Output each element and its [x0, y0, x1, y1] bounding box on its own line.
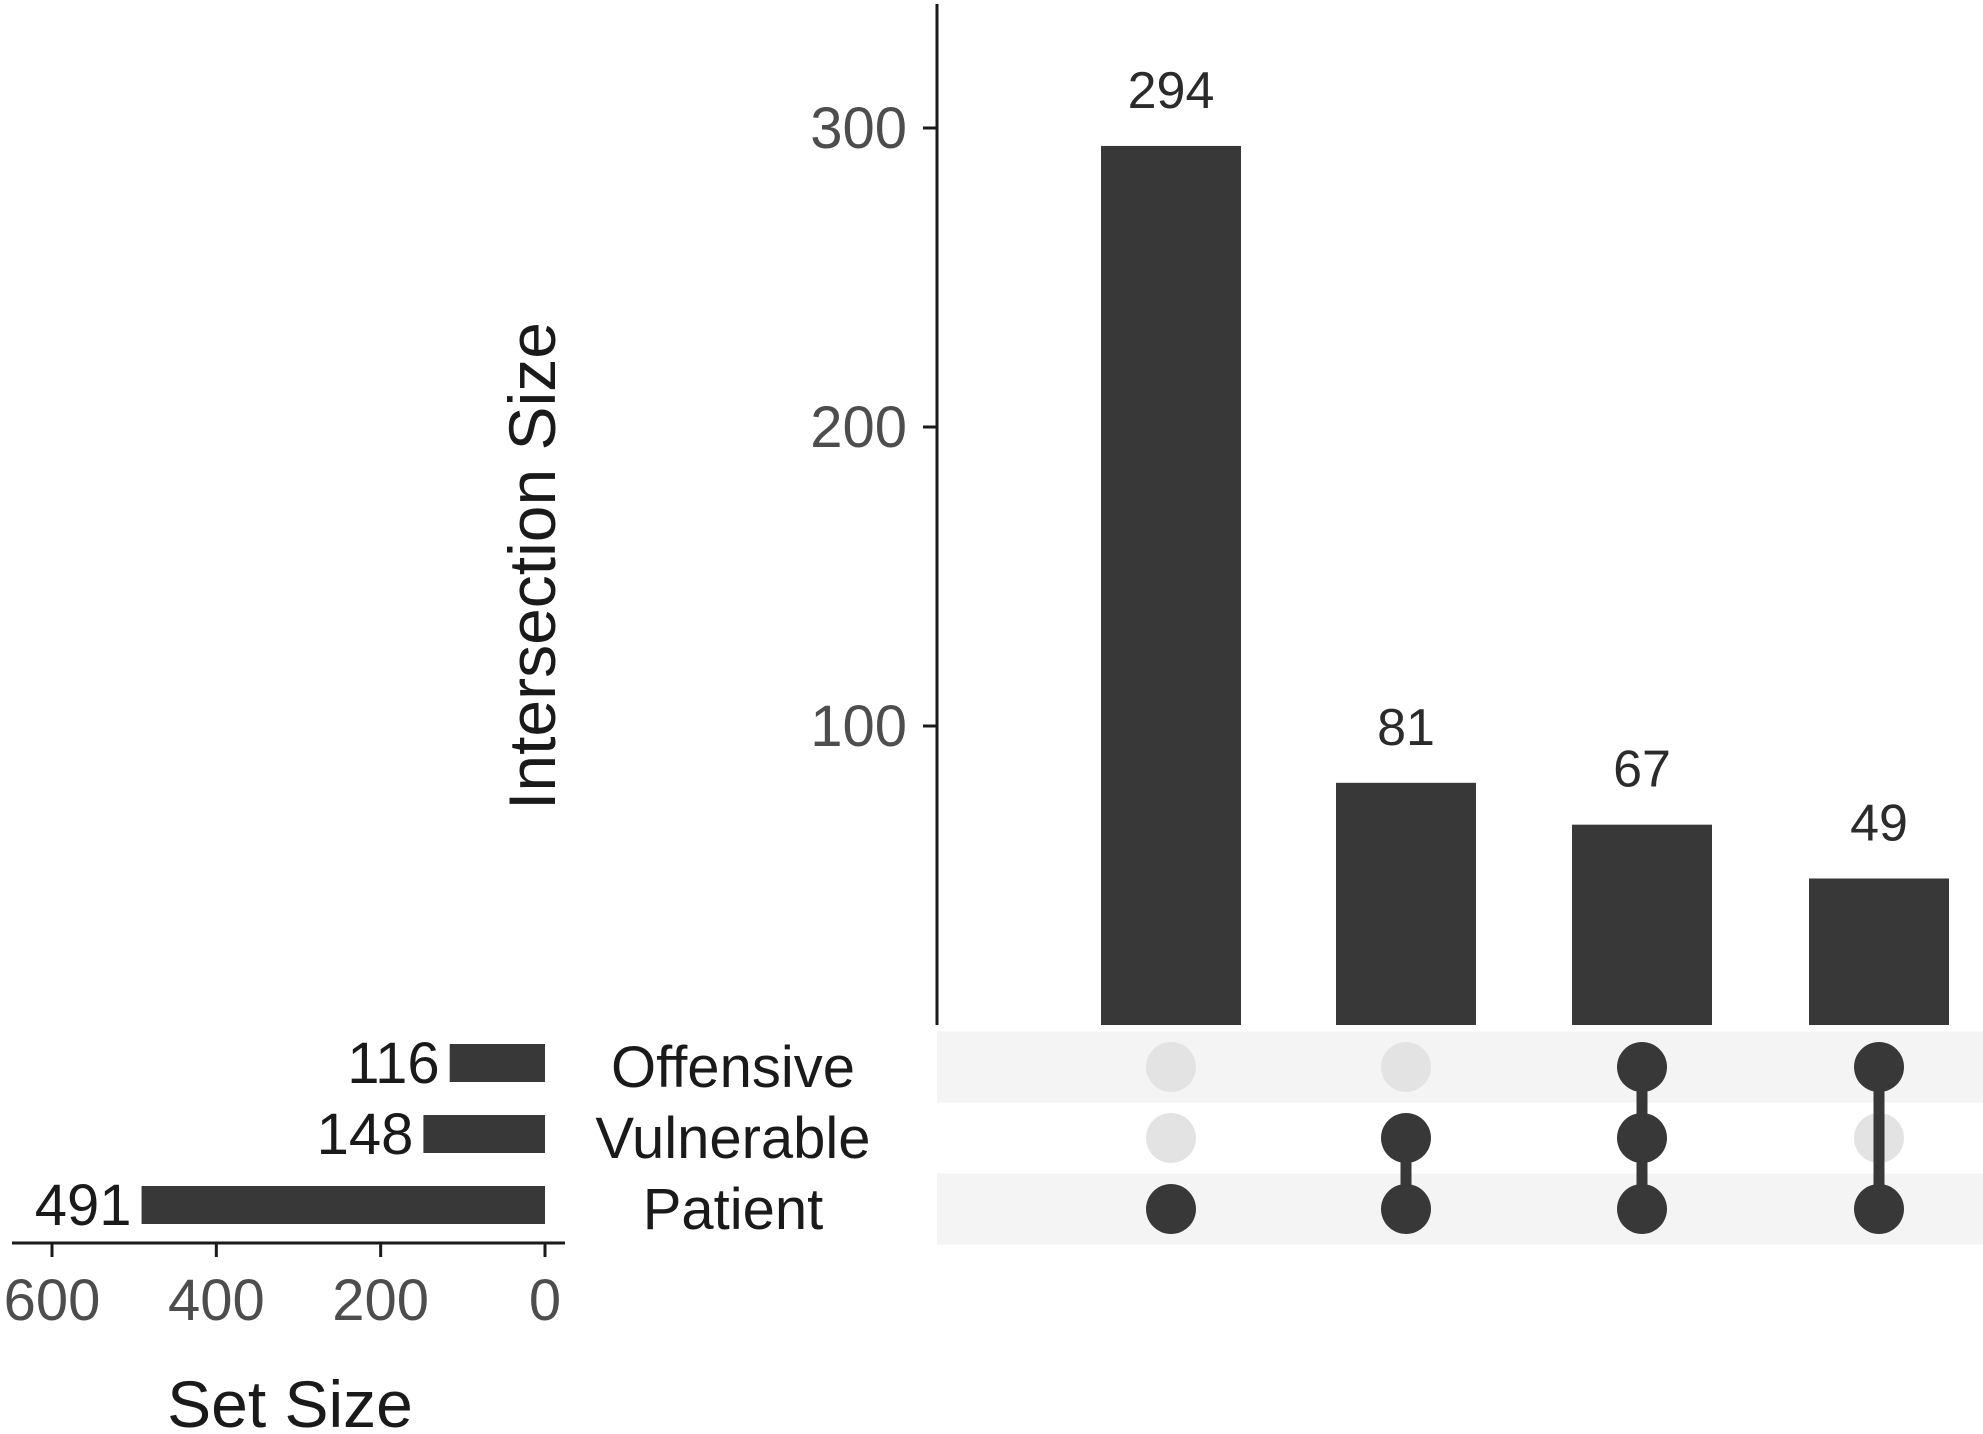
intersection-axis-tick-label-200: 200 [810, 395, 907, 460]
matrix-dot-active-2-patient [1381, 1184, 1431, 1234]
set-size-count-offensive: 116 [347, 1031, 439, 1096]
intersection-size-axis-title: Intersection Size [495, 322, 569, 810]
intersection-bar-label-1: 294 [1128, 62, 1215, 120]
matrix-row-stripe-vulnerable [937, 1102, 1983, 1174]
matrix-dot-active-2-vulnerable [1381, 1113, 1431, 1163]
set-name-patient: Patient [643, 1177, 824, 1242]
set-name-offensive: Offensive [611, 1035, 855, 1100]
set-size-count-patient: 491 [35, 1173, 132, 1238]
set-size-bar-vulnerable [423, 1115, 545, 1153]
intersection-bar-label-4: 49 [1850, 794, 1908, 852]
set-size-bar-offensive [449, 1044, 545, 1082]
matrix-dot-inactive-1-offensive [1146, 1042, 1196, 1092]
matrix-dot-active-4-patient [1854, 1184, 1904, 1234]
matrix-dot-active-1-patient [1146, 1184, 1196, 1234]
matrix-dot-active-3-vulnerable [1617, 1113, 1667, 1163]
intersection-bar-labels: 294 81 67 49 [1128, 62, 1908, 853]
matrix-row-stripes [937, 1031, 1983, 1245]
intersection-bar-2 [1336, 782, 1476, 1025]
matrix-dot-inactive-2-offensive [1381, 1042, 1431, 1092]
intersection-bar-label-2: 81 [1377, 699, 1435, 757]
matrix-dot-active-3-offensive [1617, 1042, 1667, 1092]
set-size-axis-tick-label-0: 0 [529, 1268, 561, 1333]
matrix-dot-inactive-1-vulnerable [1146, 1113, 1196, 1163]
set-size-bars [141, 1044, 546, 1224]
intersection-bar-1 [1101, 145, 1241, 1025]
intersection-bars [1101, 145, 1949, 1025]
intersection-axis-tick-label-300: 300 [810, 96, 907, 161]
set-size-axis: 600 400 200 0 [4, 1241, 565, 1333]
set-size-count-vulnerable: 148 [317, 1102, 414, 1167]
matrix-dot-active-4-offensive [1854, 1042, 1904, 1092]
intersection-axis-tick-label-100: 100 [810, 694, 907, 759]
matrix-row-stripe-patient [937, 1173, 1983, 1245]
matrix-row-stripe-offensive [937, 1031, 1983, 1103]
set-size-axis-tick-label-600: 600 [4, 1268, 101, 1333]
intersection-bar-3 [1572, 824, 1712, 1025]
set-name-vulnerable: Vulnerable [595, 1106, 870, 1171]
intersection-size-axis: 100 200 300 [810, 4, 939, 1025]
intersection-bar-label-3: 67 [1613, 741, 1671, 799]
set-size-axis-tick-label-200: 200 [332, 1268, 429, 1333]
set-size-bar-patient [141, 1186, 546, 1224]
intersection-bar-4 [1809, 878, 1949, 1025]
matrix-dot-active-3-patient [1617, 1184, 1667, 1234]
set-size-axis-tick-label-400: 400 [168, 1268, 265, 1333]
set-size-axis-title: Set Size [167, 1367, 413, 1434]
intersection-matrix [1146, 1042, 1904, 1234]
